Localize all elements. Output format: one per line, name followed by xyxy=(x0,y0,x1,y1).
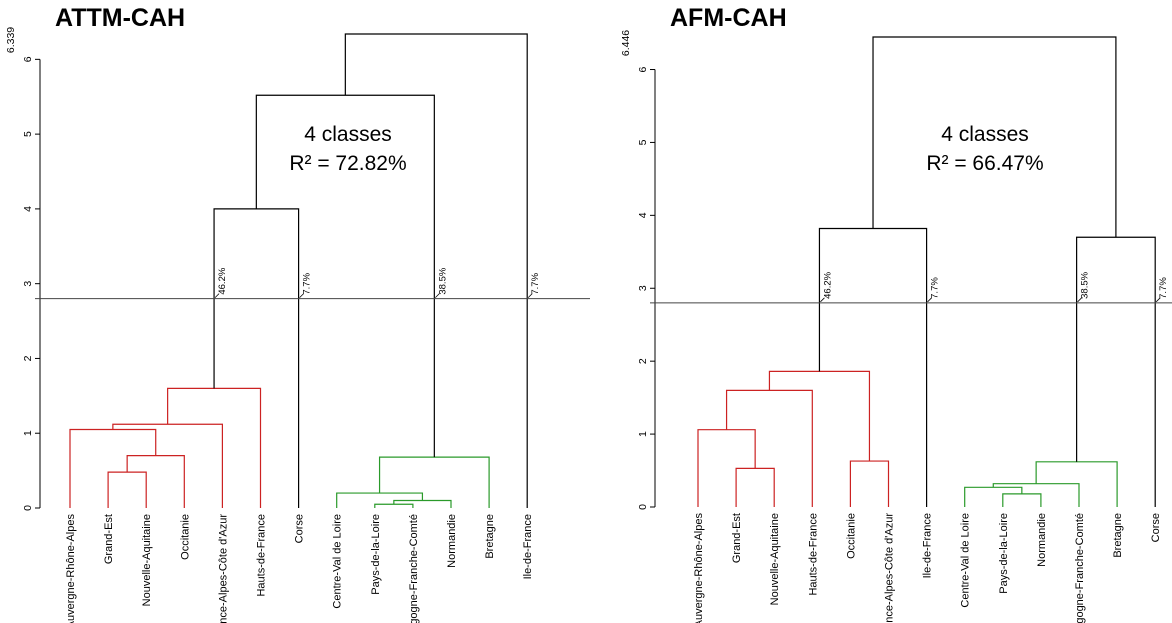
merge-link xyxy=(374,503,414,508)
dendrogram-panel-1: ATTM-CAH 0 1 2 3 4 5 6 6.339 46.2% 7.7% 38.5% 7.7% Au… xyxy=(5,4,590,623)
y-tick-label: 5 xyxy=(637,139,649,145)
merge-link xyxy=(735,467,775,507)
leaf-label: Ile-de-France xyxy=(522,514,534,579)
merge-link xyxy=(818,227,928,507)
y-tick-label: 6 xyxy=(22,56,34,62)
leaf-label: Occitanie xyxy=(845,513,857,559)
merge-link xyxy=(213,208,300,508)
leaf-label: Provence-Alpes-Côte d'Azur xyxy=(217,514,229,623)
y-tick-label: 1 xyxy=(22,430,34,436)
y-tick-label: 4 xyxy=(637,212,649,218)
merge-link xyxy=(344,33,528,508)
leaf-label: Occitanie xyxy=(179,514,191,560)
class-percent-label: 7.7% xyxy=(1158,277,1169,299)
class-label-tick xyxy=(299,293,304,298)
leaf-label: Hauts-de-France xyxy=(807,513,819,596)
annotation-classes: 4 classes xyxy=(941,123,1029,146)
y-top-value-label: 6.446 xyxy=(620,30,632,56)
class-percent-label: 38.5% xyxy=(1080,271,1091,298)
leaf-label: Corse xyxy=(1150,513,1162,542)
leaf-label: Ile-de-France xyxy=(922,513,934,578)
chart-title: AFM-CAH xyxy=(670,4,787,32)
leaf-label: Auvergne-Rhône-Alpes xyxy=(65,514,77,623)
dendrogram-panel-2: AFM-CAH 0 1 2 3 4 5 6 6.446 46.2% 7.7% 38.5% 7.7% Auv… xyxy=(620,4,1172,623)
annotation-r2: R² = 72.82% xyxy=(289,152,406,175)
y-tick-label: 1 xyxy=(637,431,649,437)
class-label-tick xyxy=(1077,297,1082,303)
leaf-label: Bourgogne-Franche-Comté xyxy=(1074,513,1086,623)
class-percent-label: 46.2% xyxy=(822,271,833,298)
class-label-tick xyxy=(820,297,825,303)
merge-link xyxy=(167,387,262,508)
class-percent-label: 38.5% xyxy=(437,267,448,294)
merge-link xyxy=(697,429,756,507)
leaf-label: Centre-Val de Loire xyxy=(960,513,972,608)
merge-link xyxy=(725,389,813,507)
leaf-label: Normandie xyxy=(446,514,458,568)
y-top-value-label: 6.339 xyxy=(5,27,17,53)
leaf-label: Hauts-de-France xyxy=(256,514,268,597)
leaf-label: Auvergne-Rhône-Alpes xyxy=(693,513,705,623)
y-tick-label: 6 xyxy=(637,66,649,72)
merge-link xyxy=(126,455,185,508)
y-tick-label: 4 xyxy=(22,206,34,212)
class-label-tick xyxy=(214,293,220,298)
y-tick-label: 3 xyxy=(22,281,34,287)
merge-link xyxy=(872,36,1117,238)
leaf-label: Provence-Alpes-Côte d'Azur xyxy=(884,513,896,623)
class-label-tick xyxy=(1155,297,1161,303)
leaf-label: Grand-Est xyxy=(103,514,115,564)
merge-link xyxy=(107,471,147,508)
merge-link xyxy=(1035,461,1118,507)
leaf-label: Bretagne xyxy=(484,514,496,559)
class-label-tick xyxy=(927,297,932,303)
class-percent-label: 7.7% xyxy=(930,277,941,299)
leaf-label: Bourgogne-Franche-Comté xyxy=(408,514,420,623)
y-tick-label: 2 xyxy=(637,358,649,364)
annotation-r2: R² = 66.47% xyxy=(926,152,1043,175)
merge-link xyxy=(992,483,1080,507)
class-label-tick xyxy=(435,293,440,298)
leaf-label: Corse xyxy=(294,514,306,543)
leaf-label: Normandie xyxy=(1036,513,1048,567)
merge-link xyxy=(336,492,424,508)
merge-link xyxy=(69,428,157,508)
chart-title: ATTM-CAH xyxy=(55,4,185,32)
leaf-label: Pays-de-la-Loire xyxy=(370,514,382,595)
y-tick-label: 0 xyxy=(22,505,34,511)
class-percent-label: 46.2% xyxy=(217,267,228,294)
merge-link xyxy=(1002,493,1042,507)
y-tick-label: 0 xyxy=(637,504,649,510)
y-tick-label: 5 xyxy=(22,131,34,137)
leaf-label: Grand-Est xyxy=(731,513,743,563)
merge-link xyxy=(849,460,890,507)
leaf-label: Pays-de-la-Loire xyxy=(998,513,1010,594)
leaf-label: Bretagne xyxy=(1112,513,1124,558)
merge-link xyxy=(768,370,871,462)
merge-link xyxy=(964,486,1023,507)
y-tick-label: 3 xyxy=(637,285,649,291)
leaf-label: Nouvelle-Aquitaine xyxy=(769,513,781,605)
class-label-tick xyxy=(527,293,533,298)
class-percent-label: 7.7% xyxy=(302,272,313,294)
annotation-classes: 4 classes xyxy=(304,123,392,146)
class-percent-label: 7.7% xyxy=(530,272,541,294)
merge-link xyxy=(255,94,435,458)
merge-link xyxy=(378,456,490,508)
leaf-label: Nouvelle-Aquitaine xyxy=(141,514,153,606)
y-tick-label: 2 xyxy=(22,355,34,361)
leaf-label: Centre-Val de Loire xyxy=(332,514,344,609)
merge-link xyxy=(112,423,223,508)
